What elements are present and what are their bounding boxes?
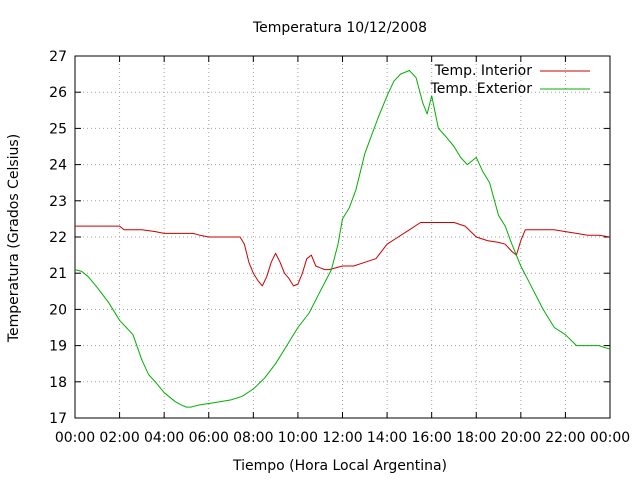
x-tick-label: 10:00 [278,430,318,446]
legend-label-exterior: Temp. Exterior [430,81,533,97]
x-tick-label: 00:00 [590,430,630,446]
y-tick-label: 26 [49,85,67,101]
x-tick-label: 00:00 [55,430,95,446]
y-tick-labels: 17 18 19 20 21 22 23 24 25 26 27 [49,49,67,427]
x-tick-label: 02:00 [99,430,139,446]
y-tick-label: 25 [49,121,67,137]
grid-lines [75,56,610,418]
series-lines [74,70,611,408]
y-tick-label: 17 [49,411,67,427]
chart-title: Temperatura 10/12/2008 [252,20,427,36]
y-tick-label: 18 [49,375,67,391]
x-tick-label: 04:00 [144,430,184,446]
x-tick-labels: 00:00 02:00 04:00 06:00 08:00 10:00 12:00 14:00… [55,430,630,446]
y-tick-label: 27 [49,49,67,65]
x-tick-label: 08:00 [233,430,273,446]
x-tick-label: 18:00 [456,430,496,446]
y-tick-label: 22 [49,230,67,246]
axis-ticks [74,55,611,419]
y-tick-label: 21 [49,266,67,282]
y-axis-label: Temperatura (Grados Celsius) [6,134,22,343]
y-tick-label: 24 [49,158,67,174]
x-tick-label: 20:00 [501,430,541,446]
y-tick-label: 20 [49,302,67,318]
x-tick-label: 22:00 [545,430,585,446]
x-tick-label: 12:00 [322,430,362,446]
x-tick-label: 14:00 [367,430,407,446]
legend-label-interior: Temp. Interior [434,63,533,79]
legend: Temp. Interior Temp. Exterior [430,63,590,97]
y-tick-label: 23 [49,194,67,210]
y-tick-label: 19 [49,339,67,355]
series-line-exterior [74,70,611,408]
x-tick-label: 16:00 [411,430,451,446]
x-tick-label: 06:00 [189,430,229,446]
x-axis-label: Tiempo (Hora Local Argentina) [232,458,447,474]
